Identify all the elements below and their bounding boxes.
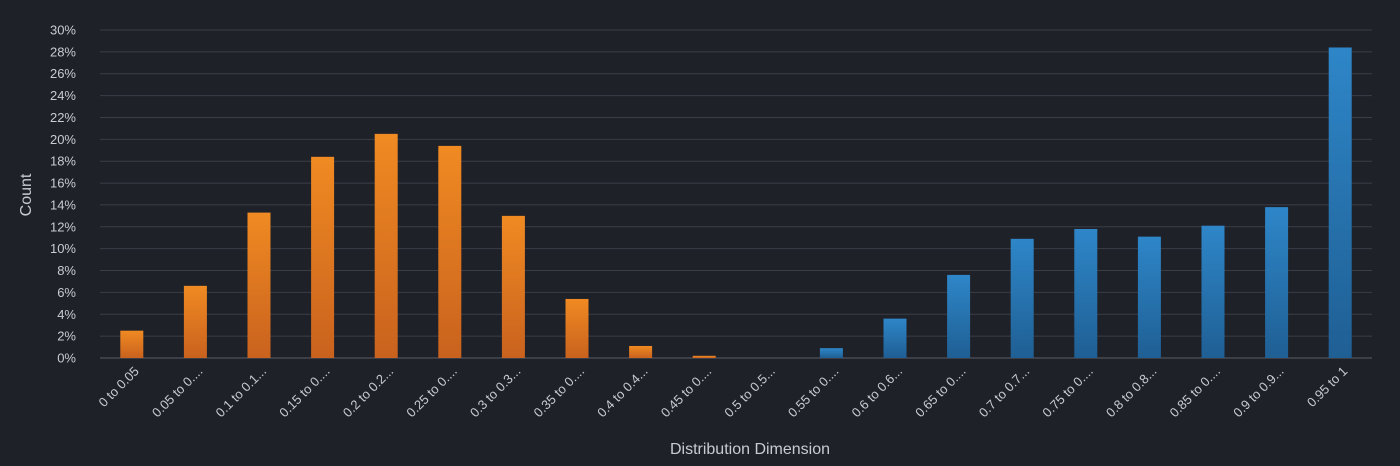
- y-axis-title: Count: [18, 173, 35, 216]
- y-tick-label: 22%: [50, 110, 76, 125]
- y-tick-label: 12%: [50, 219, 76, 234]
- bar[interactable]: [1328, 47, 1352, 358]
- x-tick-label: 0.45 to 0....: [658, 364, 715, 421]
- x-tick-label: 0.2 to 0.2...: [340, 364, 397, 421]
- gridlines: [100, 29, 1372, 359]
- x-tick-label: 0 to 0.05: [96, 364, 142, 410]
- x-tick-label: 0.4 to 0.4...: [594, 364, 651, 421]
- bars: [120, 47, 1352, 358]
- bar[interactable]: [947, 274, 971, 358]
- y-tick-label: 16%: [50, 176, 76, 191]
- x-tick-label: 0.15 to 0....: [276, 364, 333, 421]
- bar[interactable]: [1074, 228, 1098, 358]
- y-tick-label: 30%: [50, 23, 76, 38]
- y-tick-label: 26%: [50, 66, 76, 81]
- bar[interactable]: [692, 355, 716, 358]
- y-tick-label: 0%: [57, 351, 76, 366]
- x-tick-label: 0.25 to 0....: [403, 364, 460, 421]
- x-tick-label: 0.75 to 0....: [1039, 364, 1096, 421]
- x-tick-label: 0.1 to 0.1...: [213, 364, 270, 421]
- x-tick-label: 0.65 to 0....: [912, 364, 969, 421]
- y-axis-ticks: 0% 2% 4% 6% 8% 10% 12% 14% 16% 18% 20% 22% 24% 26% 28%…: [50, 23, 76, 366]
- x-tick-label: 0.85 to 0....: [1167, 364, 1224, 421]
- y-tick-label: 10%: [50, 241, 76, 256]
- y-tick-label: 20%: [50, 132, 76, 147]
- bar[interactable]: [501, 215, 525, 358]
- y-tick-label: 2%: [57, 329, 76, 344]
- bar[interactable]: [1201, 225, 1225, 358]
- x-axis-ticks: 0 to 0.05 0.05 to 0.... 0.1 to 0.1... 0.15 …: [96, 364, 1351, 421]
- y-tick-label: 8%: [57, 263, 76, 278]
- bar[interactable]: [311, 156, 335, 358]
- x-tick-label: 0.35 to 0....: [531, 364, 588, 421]
- bar[interactable]: [120, 330, 144, 358]
- bar[interactable]: [1137, 236, 1161, 358]
- y-tick-label: 14%: [50, 197, 76, 212]
- bar[interactable]: [438, 145, 462, 358]
- x-tick-label: 0.55 to 0....: [785, 364, 842, 421]
- y-tick-label: 24%: [50, 88, 76, 103]
- y-tick-label: 18%: [50, 154, 76, 169]
- bar[interactable]: [1265, 207, 1289, 358]
- y-tick-label: 4%: [57, 307, 76, 322]
- x-tick-label: 0.3 to 0.3...: [467, 364, 524, 421]
- x-tick-label: 0.95 to 1: [1304, 364, 1350, 410]
- x-tick-label: 0.9 to 0.9...: [1230, 364, 1287, 421]
- bar[interactable]: [374, 133, 398, 358]
- y-tick-label: 28%: [50, 44, 76, 59]
- bar[interactable]: [1010, 238, 1034, 358]
- bar[interactable]: [247, 212, 271, 358]
- x-tick-label: 0.7 to 0.7...: [976, 364, 1033, 421]
- x-tick-label: 0.8 to 0.8...: [1103, 364, 1160, 421]
- x-tick-label: 0.6 to 0.6...: [849, 364, 906, 421]
- x-tick-label: 0.05 to 0....: [149, 364, 206, 421]
- bar[interactable]: [883, 318, 907, 358]
- bar[interactable]: [629, 345, 653, 358]
- x-axis-title: Distribution Dimension: [670, 441, 830, 458]
- bar[interactable]: [183, 285, 207, 358]
- bar[interactable]: [565, 298, 589, 358]
- bar[interactable]: [819, 348, 843, 358]
- y-tick-label: 6%: [57, 285, 76, 300]
- x-tick-label: 0.5 to 0.5...: [721, 364, 778, 421]
